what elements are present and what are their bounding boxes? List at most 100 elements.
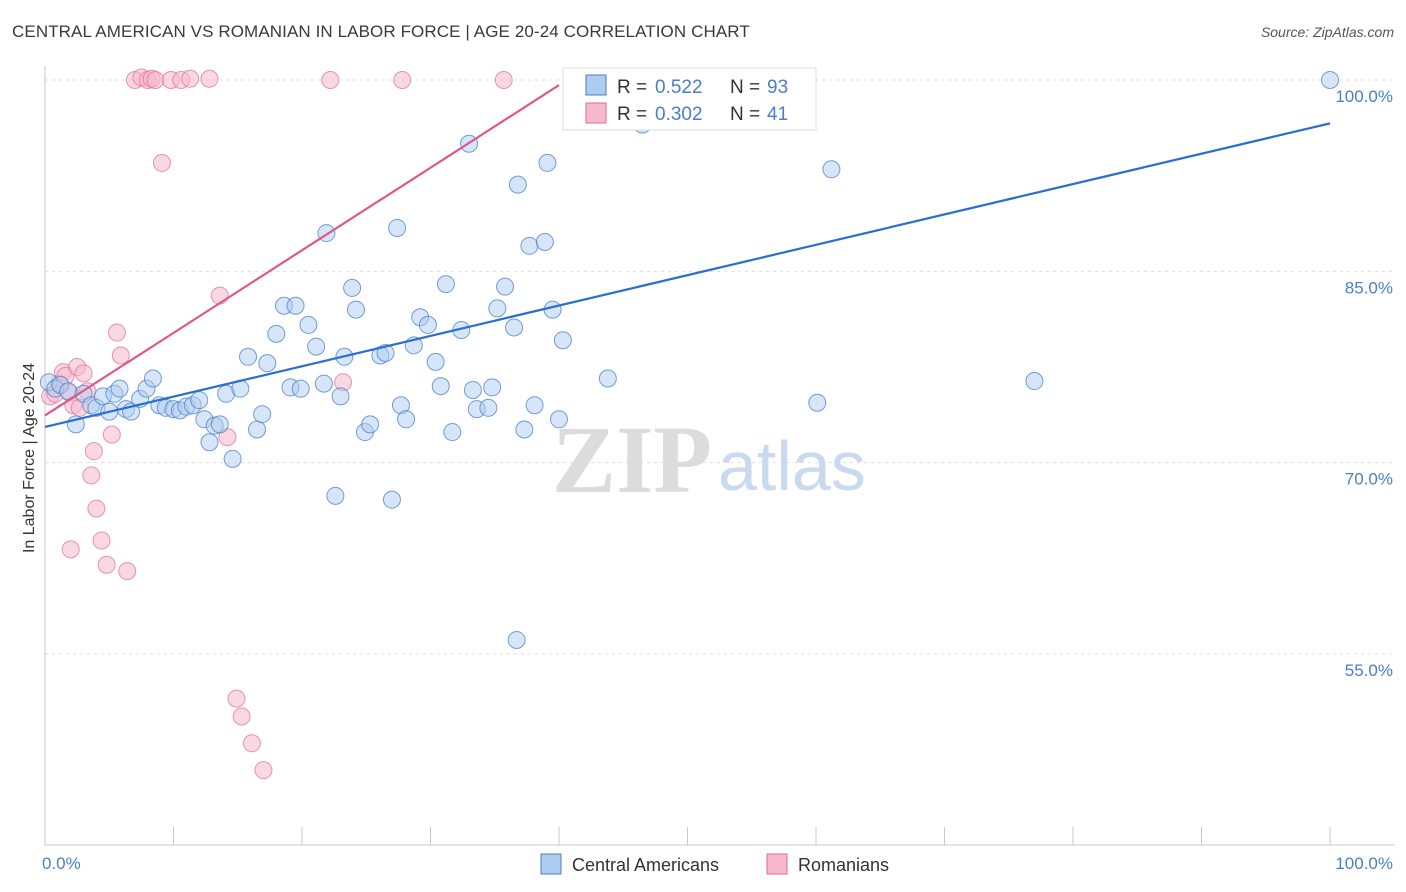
legend-swatch-blue (585, 74, 607, 96)
romanians-point (102, 425, 121, 444)
romanians-point (494, 71, 513, 89)
central-americans-point (508, 175, 527, 194)
romanians-point (92, 531, 111, 550)
central-americans-point (190, 391, 209, 410)
romanians-trend-line (44, 84, 560, 417)
romanians-point (254, 761, 273, 780)
central-americans-point (520, 236, 539, 255)
tick-labels: 55.0% 70.0% 85.0% 100.0% 0.0% 100.0% (42, 87, 1393, 873)
romanians-point (74, 364, 93, 383)
romanians-point (61, 540, 80, 559)
central-americans-point (488, 299, 507, 318)
gridlines (45, 79, 1395, 655)
central-americans-point (431, 377, 450, 396)
romanians-point (152, 153, 171, 172)
central-americans-point (553, 331, 572, 350)
legend-swatch-pink (585, 102, 607, 124)
central-americans-point (346, 300, 365, 319)
central-americans-point (200, 433, 219, 452)
romanians-point (87, 499, 106, 518)
central-americans-point (388, 218, 407, 237)
central-americans-point (543, 300, 562, 319)
romanians-point (210, 286, 229, 305)
romanians-point (97, 555, 116, 574)
x-tick-label-1: 100.0% (1335, 854, 1393, 873)
series-legend: Central Americans Romanians (540, 853, 889, 875)
chart-source: Source: ZipAtlas.com (1260, 24, 1394, 40)
central-americans-point (248, 420, 267, 439)
stats-legend: R = 0.522 N = 93 R = 0.302 N = 41 (562, 67, 817, 131)
romanians-point (111, 346, 130, 365)
romanians-point (107, 323, 126, 342)
legend-n-label-2: N = (730, 104, 760, 125)
central-americans-point (505, 318, 524, 337)
y-axis-title: In Labor Force | Age 20-24 (21, 363, 38, 553)
central-americans-point (267, 324, 286, 343)
central-americans-points (39, 68, 1339, 649)
legend-n-value-2: 41 (767, 104, 788, 125)
central-americans-point (483, 378, 502, 397)
legend-r-value-2: 0.302 (655, 104, 703, 125)
central-americans-trend-line (44, 122, 1331, 429)
y-tick-label-3: 100.0% (1335, 87, 1393, 106)
central-americans-point (515, 420, 534, 439)
central-americans-point (550, 410, 568, 429)
central-americans-point (286, 296, 305, 315)
central-americans-point (1321, 71, 1339, 89)
central-americans-point (210, 415, 229, 434)
romanians-point (393, 71, 412, 89)
central-americans-point (382, 490, 401, 509)
trend-lines (44, 84, 1331, 429)
central-americans-point (326, 486, 345, 505)
axes (44, 66, 1395, 846)
y-tick-label-2: 85.0% (1345, 278, 1393, 297)
central-americans-point (443, 423, 462, 442)
central-americans-point (479, 398, 498, 417)
romanians-point (227, 689, 246, 708)
central-americans-point (239, 347, 258, 366)
central-americans-point (258, 354, 277, 373)
central-americans-point (418, 315, 437, 334)
y-tick-label-1: 70.0% (1345, 470, 1393, 489)
central-americans-point (299, 315, 318, 334)
legend-n-value-1: 93 (767, 77, 788, 98)
central-americans-point (143, 369, 162, 388)
central-americans-point (598, 369, 617, 388)
central-americans-point (361, 415, 380, 434)
watermark-atlas: atlas (718, 427, 866, 505)
legend-n-label-1: N = (730, 77, 760, 98)
central-americans-point (343, 278, 362, 297)
central-americans-point (314, 374, 333, 393)
bottom-legend-swatch-blue (540, 853, 562, 875)
central-americans-point (535, 232, 554, 251)
romanians-point (232, 707, 251, 726)
legend-r-label-2: R = (617, 104, 647, 125)
central-americans-point (307, 337, 326, 356)
romanians-point (242, 734, 261, 753)
central-americans-point (463, 380, 482, 399)
romanians-point (146, 71, 165, 89)
x-tick-label-0: 0.0% (42, 854, 81, 873)
chart-title: CENTRAL AMERICAN VS ROMANIAN IN LABOR FO… (12, 22, 750, 41)
romanians-point (181, 69, 200, 88)
central-americans-point (253, 405, 272, 424)
central-americans-point (808, 393, 827, 412)
bottom-legend-swatch-pink (766, 853, 788, 875)
central-americans-point (436, 275, 455, 294)
bottom-legend-label-central-americans: Central Americans (572, 855, 719, 875)
central-americans-point (223, 449, 242, 468)
central-americans-point (1025, 372, 1044, 391)
central-americans-point (110, 379, 129, 398)
central-americans-point (331, 387, 350, 406)
central-americans-point (538, 153, 557, 172)
central-americans-point (822, 160, 841, 179)
romanians-point (118, 562, 137, 581)
central-americans-point (525, 396, 544, 415)
legend-r-label-1: R = (617, 77, 647, 98)
central-americans-point (291, 379, 310, 398)
watermark: ZIP atlas (552, 406, 866, 513)
romanians-point (200, 69, 219, 88)
central-americans-point (397, 410, 416, 429)
central-americans-point (496, 277, 515, 296)
